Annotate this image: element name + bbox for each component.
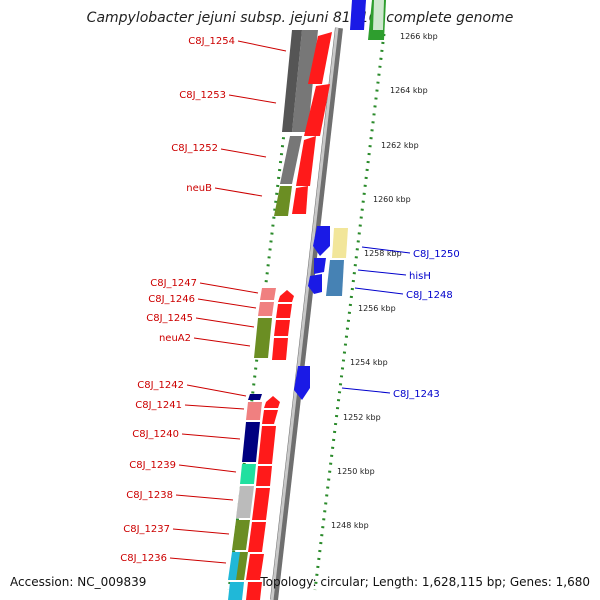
leader-line xyxy=(341,387,391,394)
gene-arrow-6 xyxy=(276,304,292,318)
gene-label[interactable]: C8J_1245 xyxy=(146,313,193,324)
genome-backbone xyxy=(270,27,343,600)
gene-arrow-10 xyxy=(262,410,278,424)
leader-line xyxy=(237,40,287,52)
scale-label: 1250 kbp xyxy=(337,467,375,476)
leader-line xyxy=(199,282,259,294)
topology-label: Topology: circular; Length: 1,628,115 bp… xyxy=(259,575,590,589)
outer-track-guide xyxy=(313,33,386,591)
accession-label: Accession: NC_009839 xyxy=(10,575,146,589)
right-gene-labels: C8J_1250 hisH C8J_1248 C8J_1243 xyxy=(341,246,460,400)
gene-arrow-15 xyxy=(246,554,264,580)
gene-block-c8j1253 xyxy=(282,30,302,132)
gene-arrow-11 xyxy=(258,426,276,464)
gene-arrow-3 xyxy=(296,136,316,186)
scale-label: 1258 kbp xyxy=(364,249,402,258)
left-gene-labels: C8J_1254 C8J_1253 C8J_1252 neuB C8J_1247… xyxy=(120,36,287,564)
gene-block-bottom xyxy=(228,582,244,600)
leader-line xyxy=(220,148,267,158)
scale-labels: 1266 kbp 1264 kbp 1262 kbp 1260 kbp 1258… xyxy=(331,32,438,530)
leader-line xyxy=(184,404,245,410)
leader-line xyxy=(175,494,234,501)
gene-block-c8j1237 xyxy=(232,520,250,550)
gene-arrow-5 xyxy=(278,290,294,302)
gene-block-c8j1241 xyxy=(246,402,262,420)
leader-line xyxy=(228,94,277,104)
gene-label[interactable]: C8J_1236 xyxy=(120,553,167,564)
leader-line xyxy=(169,557,227,564)
leader-line xyxy=(361,246,411,254)
feature-blocks xyxy=(228,0,386,600)
leader-line xyxy=(172,528,230,535)
gene-arrow-4 xyxy=(292,186,308,214)
gene-label[interactable]: hisH xyxy=(409,271,431,282)
gene-label[interactable]: C8J_1248 xyxy=(406,290,453,301)
gene-label[interactable]: C8J_1241 xyxy=(135,400,182,411)
gene-block-c8j1247 xyxy=(260,288,276,300)
gene-block-top-blue xyxy=(350,0,366,30)
gene-block-c8j1243 xyxy=(294,366,310,400)
scale-label: 1262 kbp xyxy=(381,141,419,150)
leader-line xyxy=(214,187,263,197)
leader-line xyxy=(195,317,255,328)
leader-line xyxy=(181,433,241,440)
scale-label: 1264 kbp xyxy=(390,86,428,95)
gene-block-c8j1250-pale xyxy=(332,228,348,258)
gene-block-c8j1250 xyxy=(313,226,330,256)
gene-block-neub xyxy=(274,186,292,216)
gene-label[interactable]: C8J_1250 xyxy=(413,249,460,260)
gene-block-hish-steel xyxy=(326,260,344,296)
gene-block-c8j1246 xyxy=(258,302,274,316)
gene-label[interactable]: C8J_1252 xyxy=(171,143,218,154)
gene-label[interactable]: C8J_1239 xyxy=(129,460,176,471)
leader-line xyxy=(354,287,404,295)
gene-block-c8j1254 xyxy=(292,30,318,132)
leader-line xyxy=(178,464,237,473)
map-title: Campylobacter jejuni subsp. jejuni 81116… xyxy=(87,10,514,26)
gene-block-hish-blue xyxy=(314,258,326,274)
gene-label[interactable]: neuB xyxy=(186,183,212,194)
gene-label[interactable]: C8J_1238 xyxy=(126,490,173,501)
scale-label: 1254 kbp xyxy=(350,358,388,367)
scale-label: 1252 kbp xyxy=(343,413,381,422)
gene-arrow-14 xyxy=(248,522,266,552)
gene-block-c8j1242 xyxy=(248,394,262,400)
leader-line xyxy=(193,337,251,347)
gene-arrow-13 xyxy=(252,488,270,520)
gene-block-c8j1239 xyxy=(240,464,256,484)
leader-line xyxy=(357,269,407,276)
gene-label[interactable]: C8J_1242 xyxy=(137,380,184,391)
gene-label[interactable]: C8J_1254 xyxy=(188,36,235,47)
gene-arrow-16 xyxy=(246,582,262,600)
gene-arrow-12 xyxy=(256,466,272,486)
leader-line xyxy=(197,298,257,309)
gene-block-c8j1236b xyxy=(236,552,248,580)
gene-arrow-2 xyxy=(304,84,330,136)
gene-label[interactable]: C8J_1237 xyxy=(123,524,170,535)
gene-label[interactable]: C8J_1253 xyxy=(179,90,226,101)
gene-label[interactable]: C8J_1240 xyxy=(132,429,179,440)
leader-line xyxy=(186,384,247,397)
gene-arrow-7 xyxy=(274,320,290,336)
scale-label: 1248 kbp xyxy=(331,521,369,530)
gene-label[interactable]: C8J_1243 xyxy=(393,389,440,400)
gene-block-c8j1245 xyxy=(254,318,272,358)
gene-label[interactable]: C8J_1247 xyxy=(150,278,197,289)
scale-label: 1256 kbp xyxy=(358,304,396,313)
gene-block-c8j1238 xyxy=(236,486,254,518)
scale-label: 1260 kbp xyxy=(373,195,411,204)
gene-block-c8j1252 xyxy=(280,136,302,184)
gene-label[interactable]: neuA2 xyxy=(159,333,191,344)
gene-arrow-1 xyxy=(308,32,332,84)
gene-block-c8j1248-blue xyxy=(308,274,322,294)
scale-label: 1266 kbp xyxy=(400,32,438,41)
gene-block-top-pale xyxy=(373,0,384,30)
gene-block-c8j1240 xyxy=(242,422,260,462)
gene-label[interactable]: C8J_1246 xyxy=(148,294,195,305)
gene-arrow-8 xyxy=(272,338,288,360)
gene-arrow-9 xyxy=(264,396,280,408)
